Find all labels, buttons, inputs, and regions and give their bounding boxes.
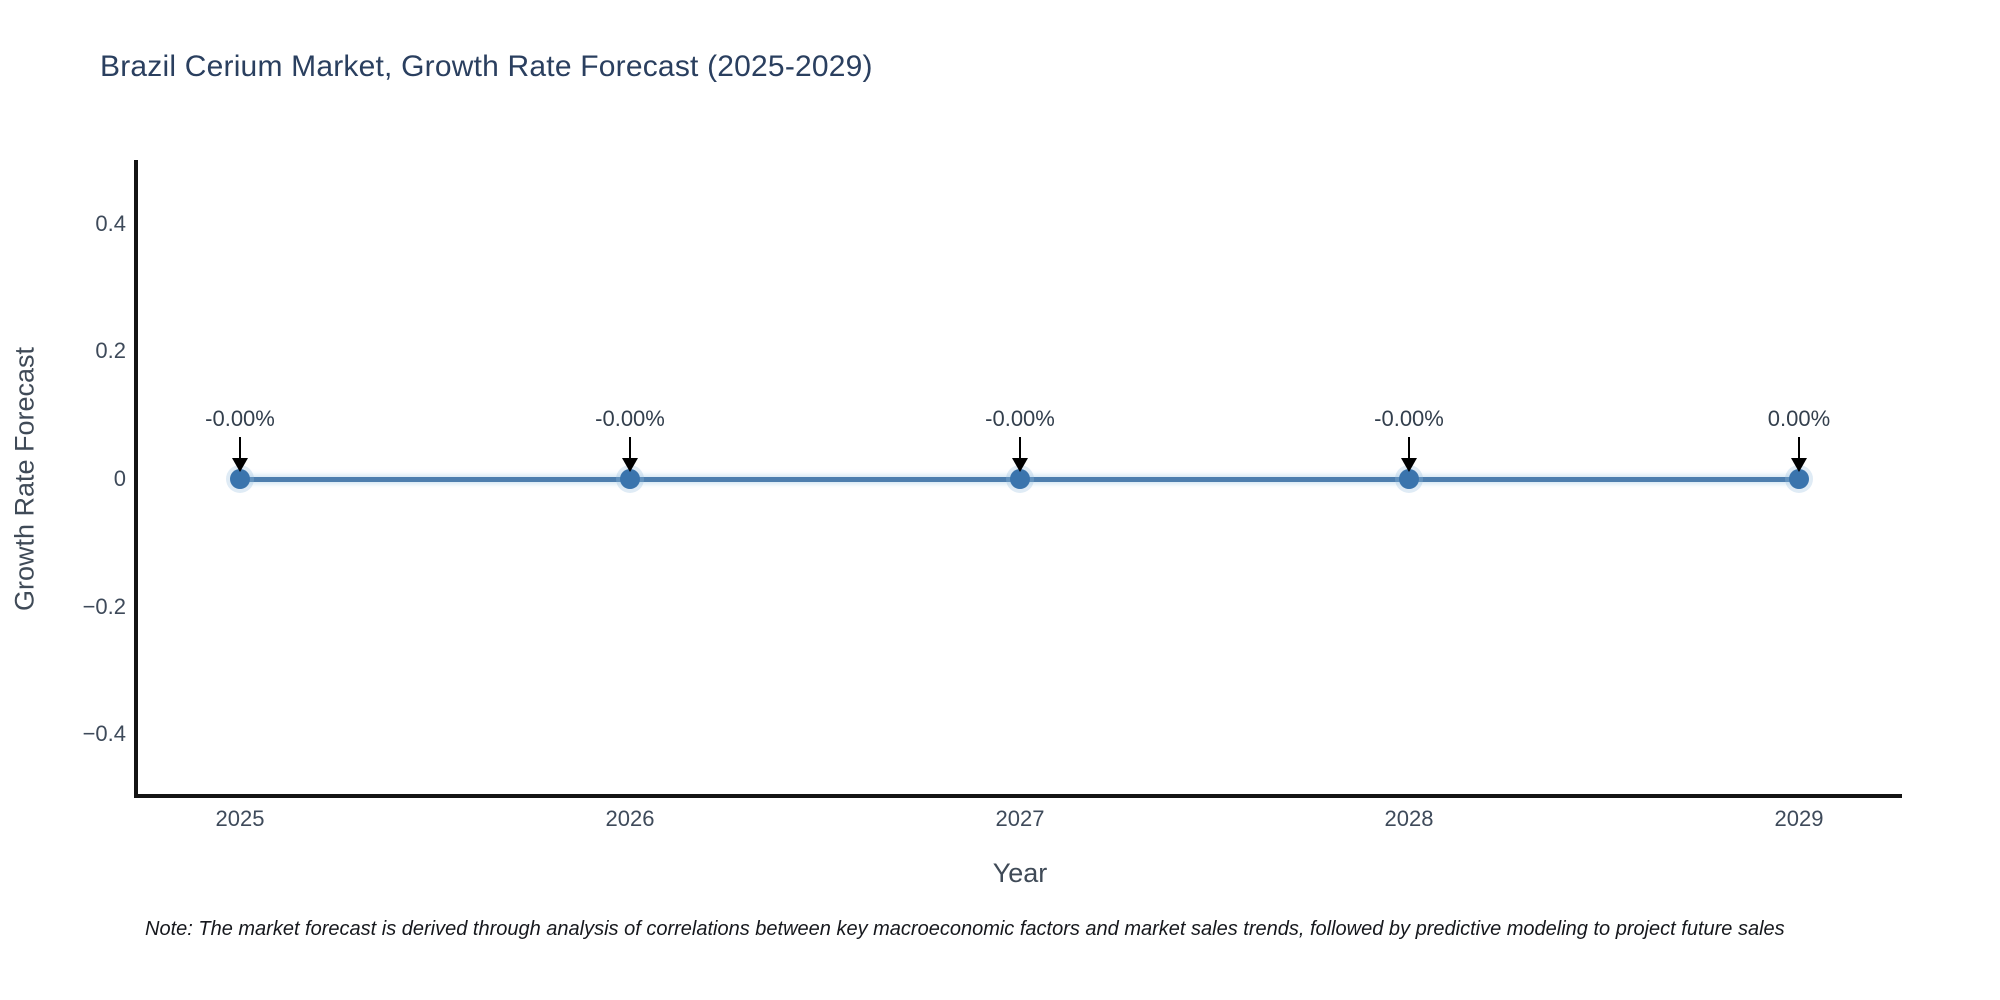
annotation-arrow-shaft: [629, 437, 631, 459]
y-tick-label: 0: [113, 466, 126, 491]
annotation-arrow-shaft: [1798, 437, 1800, 459]
x-tick-label: 2028: [1384, 806, 1434, 831]
annotation-arrow-head-icon: [1401, 458, 1417, 472]
data-point-marker: [620, 469, 640, 489]
annotation-arrow-head-icon: [1791, 458, 1807, 472]
annotation-arrow-head-icon: [232, 458, 248, 472]
annotation-arrow-shaft: [1019, 437, 1021, 459]
annotation-arrow-shaft: [1408, 437, 1410, 459]
x-tick-label: 2027: [995, 806, 1045, 831]
x-tick-label: 2029: [1774, 806, 1824, 831]
data-point-marker: [1789, 469, 1809, 489]
y-tick-label: 0.4: [95, 210, 126, 236]
y-axis-line: [134, 160, 138, 798]
data-point-marker: [1399, 469, 1419, 489]
footnote: Note: The market forecast is derived thr…: [145, 918, 1785, 940]
point-annotation-label: 0.00%: [1767, 406, 1831, 431]
point-annotation-label: -0.00%: [1374, 406, 1444, 431]
y-tick-label: −0.2: [82, 593, 126, 619]
point-annotation-label: -0.00%: [595, 406, 665, 431]
chart-title: Brazil Cerium Market, Growth Rate Foreca…: [100, 50, 873, 83]
annotation-arrow-shaft: [239, 437, 241, 459]
annotation-arrow-head-icon: [622, 458, 638, 472]
y-tick-label: −0.4: [82, 721, 126, 747]
annotation-arrow-head-icon: [1012, 458, 1028, 472]
x-tick-label: 2026: [605, 806, 655, 831]
y-tick-label: 0.2: [95, 338, 126, 364]
x-axis-title: Year: [992, 858, 1048, 888]
x-axis-line: [134, 794, 1902, 798]
point-annotation-label: -0.00%: [205, 406, 275, 431]
x-tick-label: 2025: [215, 806, 265, 831]
data-point-marker: [1010, 469, 1030, 489]
point-annotation-label: -0.00%: [985, 406, 1055, 431]
data-point-marker: [230, 469, 250, 489]
